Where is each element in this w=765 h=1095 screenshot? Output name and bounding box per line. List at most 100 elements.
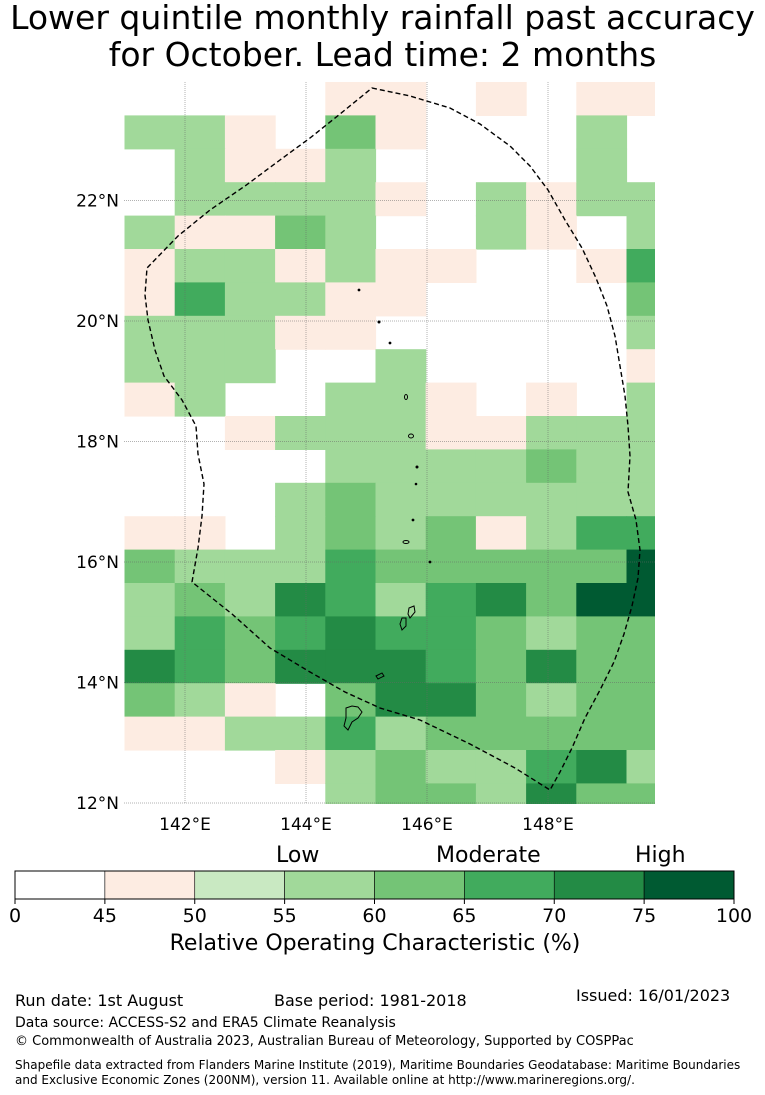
grid-cell	[325, 482, 377, 517]
grid-cell	[425, 516, 477, 551]
grid-cell	[224, 616, 276, 651]
grid-cell	[375, 115, 427, 150]
grid-cell	[174, 549, 226, 584]
grid-cell	[425, 482, 477, 517]
colorbar-tick-label: 75	[632, 905, 656, 927]
grid-cell	[626, 416, 655, 450]
colorbar-tick-label: 55	[273, 905, 297, 927]
grid-cell	[626, 716, 655, 751]
grid-cell	[224, 583, 276, 617]
colorbar-tick-label: 70	[542, 905, 566, 927]
run-date: Run date: 1st August	[15, 991, 184, 1010]
agrihan-island	[404, 394, 408, 400]
grid-cell	[275, 249, 326, 283]
latitude-tick-label: 20°N	[76, 312, 119, 332]
grid-cell	[475, 649, 527, 684]
grid-cell	[475, 683, 527, 718]
map-title-line-1: Lower quintile monthly rainfall past acc…	[10, 0, 755, 37]
grid-cell	[576, 683, 628, 718]
grid-cell	[375, 82, 427, 116]
grid-cell	[224, 549, 276, 584]
grid-cell	[626, 449, 655, 484]
grid-cell	[375, 182, 427, 217]
grid-cell	[325, 416, 377, 450]
grid-cell	[526, 649, 577, 684]
grid-cell	[174, 583, 226, 617]
grid-cell	[325, 449, 377, 484]
grid-cell	[174, 282, 226, 317]
grid-cell	[174, 649, 226, 684]
grid-cell	[576, 148, 628, 183]
grid-cell	[425, 783, 477, 804]
grid-cell	[325, 616, 377, 651]
grid-cell	[576, 783, 628, 804]
grid-cell	[576, 649, 628, 684]
grid-cell	[174, 683, 226, 718]
grid-cell	[325, 382, 377, 417]
grid-cell	[124, 583, 176, 617]
grid-cell	[375, 649, 427, 684]
grid-cell	[475, 182, 527, 217]
latitude-tick-label: 16°N	[76, 553, 119, 573]
grid-cell	[375, 382, 427, 417]
longitude-tick-label: 148°E	[522, 815, 574, 835]
grid-cell	[375, 482, 427, 517]
colorbar-tick-label: 65	[452, 905, 476, 927]
grid-cell	[325, 716, 377, 751]
grid-cell	[124, 215, 176, 250]
grid-cell	[375, 716, 427, 751]
grid-cell	[526, 716, 577, 751]
grid-cell	[275, 716, 326, 751]
copyright-notice: © Commonwealth of Australia 2023, Austra…	[15, 1034, 634, 1049]
grid-cell	[275, 416, 326, 450]
grid-cell	[325, 649, 377, 684]
grid-cell	[174, 315, 226, 350]
grid-cell	[526, 549, 577, 584]
grid-cell	[325, 315, 377, 350]
grid-cell	[174, 382, 226, 417]
grid-cell	[124, 516, 176, 551]
grid-cell	[677, 249, 728, 283]
grid-cell	[375, 416, 427, 450]
pagan-island	[408, 433, 414, 439]
grid-cell	[375, 449, 427, 484]
grid-cell	[475, 516, 527, 551]
grid-cell	[124, 716, 176, 751]
base-period: Base period: 1981-2018	[274, 991, 467, 1010]
grid-cell	[375, 583, 427, 617]
grid-cell	[626, 382, 655, 417]
grid-cell	[425, 449, 477, 484]
grid-cell	[576, 716, 628, 751]
grid-cell	[677, 750, 728, 784]
grid-cell	[124, 349, 176, 384]
grid-cell	[425, 616, 477, 651]
grid-cell	[576, 817, 627, 851]
grid-cell	[677, 216, 728, 250]
grid-cell	[325, 683, 377, 718]
grid-cell	[275, 549, 326, 584]
grid-cell	[677, 483, 728, 517]
grid-cell	[174, 349, 226, 384]
grid-cell	[677, 650, 728, 684]
grid-cell	[124, 649, 176, 684]
grid-cell	[124, 282, 176, 317]
graticule-lines	[124, 82, 655, 804]
grid-cell	[275, 182, 326, 217]
grid-cell	[224, 349, 276, 384]
grid-cell	[325, 249, 377, 283]
grid-cell	[526, 616, 577, 651]
grid-cell	[526, 583, 577, 617]
colorbar-segment	[14, 870, 106, 900]
grid-cell	[325, 750, 377, 784]
colorbar: 0 45 50 55 60 65 70 75 100	[9, 870, 752, 927]
grid-cell	[576, 750, 628, 784]
grid-cell	[224, 182, 276, 217]
grid-cell	[275, 282, 326, 317]
grid-cell	[174, 148, 226, 183]
grid-cell	[425, 382, 477, 417]
grid-cell	[275, 616, 326, 651]
grid-cell	[275, 148, 326, 183]
grid-cell	[626, 215, 655, 250]
issued-date: Issued: 16/01/2023	[576, 986, 731, 1005]
grid-cell	[224, 215, 276, 250]
